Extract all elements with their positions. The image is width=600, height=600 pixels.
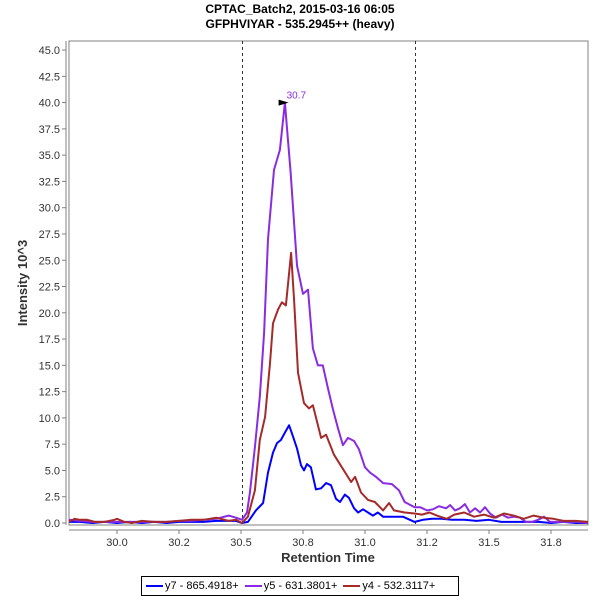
chart-subtitle: GFPHVIYAR - 535.2945++ (heavy)	[205, 17, 395, 31]
y-tick-label: 17.5	[39, 334, 60, 346]
x-tick-label: 31.0	[354, 537, 375, 549]
y-tick-label: 0.0	[45, 518, 60, 530]
y-tick-label: 30.0	[39, 203, 60, 215]
peak-arrow-icon	[278, 99, 289, 106]
x-tick-label: 30.5	[230, 537, 251, 549]
x-axis-label: Retention Time	[281, 550, 375, 565]
x-tick-label: 30.2	[168, 537, 189, 549]
y-tick-label: 40.0	[39, 98, 60, 110]
legend-label: y7 - 865.4918+	[165, 580, 239, 592]
plot-frame	[68, 40, 589, 526]
y-tick-label: 32.5	[39, 176, 60, 188]
legend-swatch	[146, 585, 163, 587]
legend-label: y5 - 631.3801+	[263, 580, 338, 592]
y-axis-label: Intensity 10^3	[15, 240, 30, 326]
y-tick-label: 22.5	[39, 282, 60, 294]
series-line-y7	[69, 424, 588, 524]
y-tick-label: 7.5	[45, 439, 60, 451]
y-tick-label: 27.5	[39, 229, 60, 241]
y-tick-label: 15.0	[39, 360, 60, 372]
legend-swatch	[244, 585, 262, 587]
y-tick-label: 20.0	[39, 308, 60, 320]
y-tick-label: 42.5	[39, 71, 60, 83]
series-line-y5	[68, 101, 589, 524]
y-tick-label: 5.0	[45, 465, 60, 477]
y-tick-label: 35.0	[39, 150, 60, 162]
y-tick-label: 12.5	[39, 387, 60, 399]
legend-item: y5 - 631.3801+	[244, 580, 338, 592]
legend-item: y4 - 532.3117+	[343, 580, 435, 592]
legend-swatch	[343, 585, 361, 587]
x-tick-label: 31.8	[540, 537, 561, 549]
peak-label: 30.7	[287, 91, 307, 102]
x-tick-label: 31.5	[478, 537, 499, 549]
y-tick-label: 45.0	[39, 45, 60, 57]
y-tick-label: 25.0	[39, 255, 60, 267]
chart-title: CPTAC_Batch2, 2015-03-16 06:05	[205, 2, 395, 16]
legend-label: y4 - 532.3117+	[362, 580, 436, 592]
legend-item: y7 - 865.4918+	[146, 580, 239, 592]
x-tick-label: 30.0	[106, 537, 127, 549]
x-tick-label: 31.2	[416, 537, 437, 549]
legend: y7 - 865.4918+ y5 - 631.3801+ y4 - 532.311…	[141, 576, 459, 596]
x-tick-label: 30.8	[292, 537, 313, 549]
y-tick-label: 2.5	[45, 492, 60, 504]
y-tick-label: 37.5	[39, 124, 60, 136]
series-line-y4	[68, 251, 589, 524]
y-tick-label: 10.0	[39, 413, 60, 425]
